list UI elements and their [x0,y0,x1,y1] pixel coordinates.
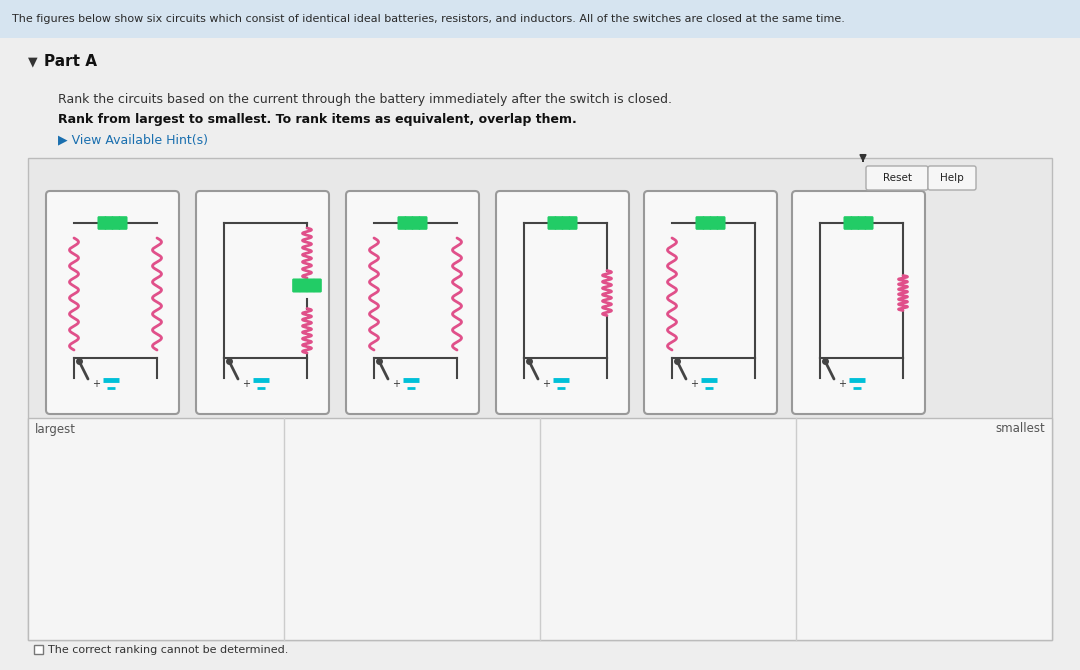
Text: +: + [93,379,100,389]
Text: The correct ranking cannot be determined.: The correct ranking cannot be determined… [48,645,288,655]
Bar [28,158,1052,640]
Text: Rank from largest to smallest. To rank items as equivalent, overlap them.: Rank from largest to smallest. To rank i… [58,113,577,125]
FancyBboxPatch shape [112,216,120,230]
Text: +: + [542,379,551,389]
Text: +: + [243,379,251,389]
FancyBboxPatch shape [405,216,414,230]
FancyBboxPatch shape [865,216,874,230]
FancyBboxPatch shape [293,279,300,292]
FancyBboxPatch shape [98,216,106,230]
FancyBboxPatch shape [419,216,428,230]
FancyBboxPatch shape [792,191,924,414]
FancyBboxPatch shape [195,191,329,414]
FancyBboxPatch shape [866,166,928,190]
FancyBboxPatch shape [411,216,420,230]
FancyBboxPatch shape [696,216,704,230]
Text: The figures below show six circuits which consist of identical ideal batteries, : The figures below show six circuits whic… [12,14,845,24]
FancyBboxPatch shape [843,216,852,230]
FancyBboxPatch shape [555,216,563,230]
FancyBboxPatch shape [119,216,127,230]
Bar [33,645,43,654]
FancyBboxPatch shape [703,216,712,230]
FancyBboxPatch shape [346,191,480,414]
Text: +: + [690,379,699,389]
Text: Rank the circuits based on the current through the battery immediately after the: Rank the circuits based on the current t… [58,94,672,107]
Text: smallest: smallest [996,423,1045,436]
FancyBboxPatch shape [644,191,777,414]
FancyBboxPatch shape [496,191,629,414]
Text: Part A: Part A [44,54,97,70]
FancyBboxPatch shape [299,279,308,292]
Text: Help: Help [940,173,963,183]
FancyBboxPatch shape [851,216,860,230]
Text: +: + [838,379,847,389]
Text: +: + [392,379,401,389]
Text: ▼: ▼ [28,56,38,68]
FancyBboxPatch shape [858,216,866,230]
Text: largest: largest [35,423,76,436]
FancyBboxPatch shape [397,216,406,230]
Text: ▶ View Available Hint(s): ▶ View Available Hint(s) [58,133,208,147]
FancyBboxPatch shape [717,216,725,230]
FancyBboxPatch shape [548,216,556,230]
Bar [28,418,1052,640]
FancyBboxPatch shape [105,216,113,230]
FancyBboxPatch shape [569,216,577,230]
FancyBboxPatch shape [562,216,570,230]
FancyBboxPatch shape [46,191,179,414]
Text: Reset: Reset [882,173,912,183]
FancyBboxPatch shape [307,279,314,292]
Bar [0,0,1080,38]
FancyBboxPatch shape [928,166,976,190]
FancyBboxPatch shape [313,279,322,292]
FancyBboxPatch shape [710,216,718,230]
